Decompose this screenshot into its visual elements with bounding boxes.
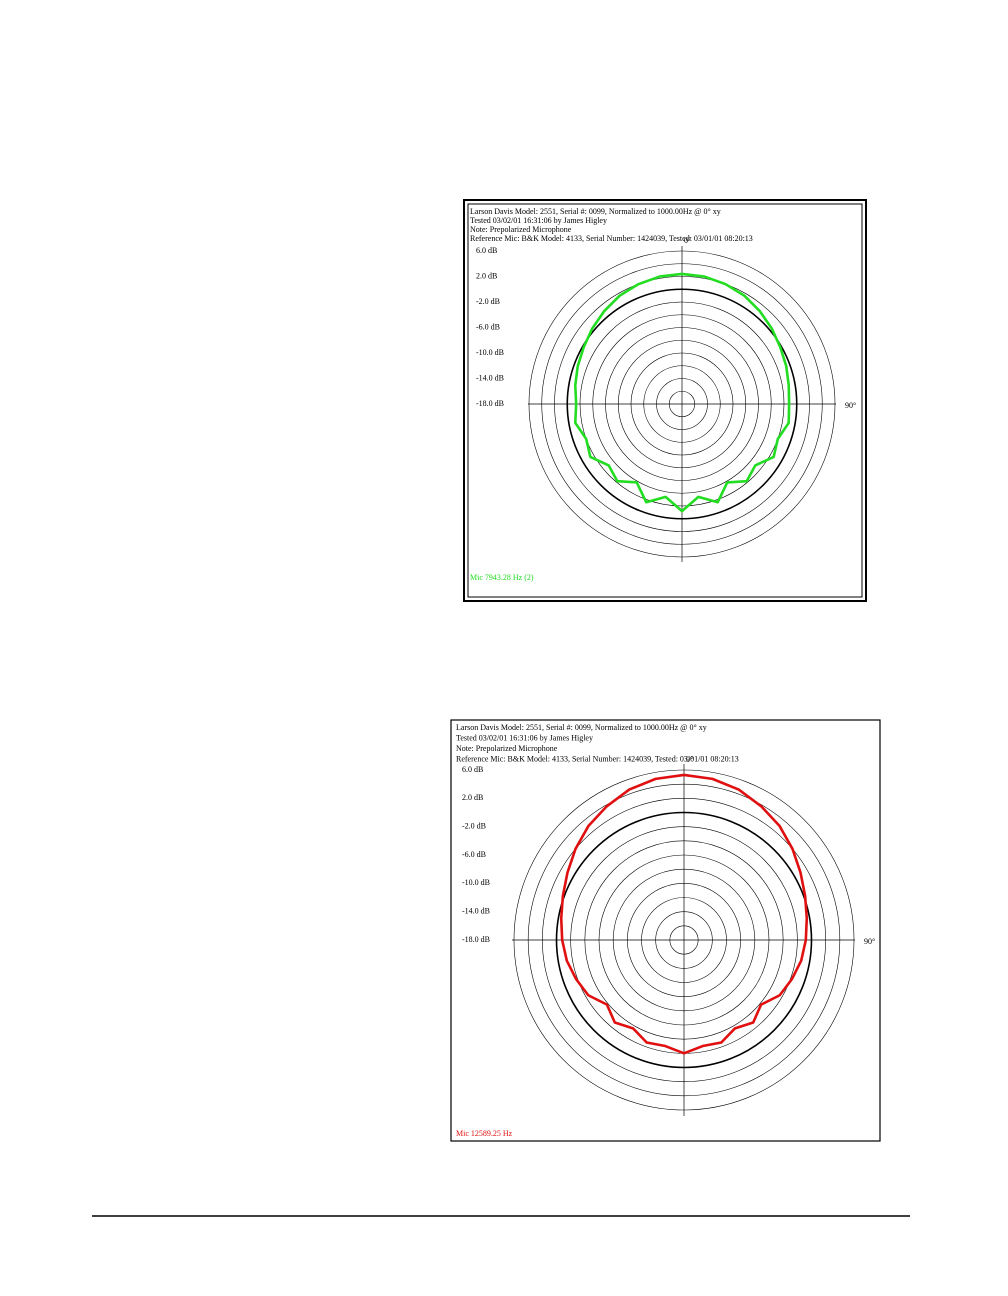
header-line: Note: Prepolarized Microphone (470, 225, 572, 234)
r-tick-label: -6.0 dB (476, 322, 500, 331)
r-tick-label: -2.0 dB (462, 821, 486, 830)
legend-label: Mic 7943.28 Hz (2) (470, 573, 534, 582)
r-tick-label: -18.0 dB (462, 935, 490, 944)
angle-label: 0° (686, 755, 693, 764)
series-line (559, 773, 809, 1055)
header-line: Tested 03/02/01 16:31:06 by James Higley (470, 216, 607, 225)
header-line: Tested 03/02/01 16:31:06 by James Higley (456, 733, 593, 742)
r-tick-label: -10.0 dB (476, 348, 504, 357)
angle-label: 90° (845, 401, 856, 410)
chart-frame (450, 719, 881, 1142)
r-tick-label: -6.0 dB (462, 850, 486, 859)
r-tick-label: -14.0 dB (462, 906, 490, 915)
header-line: Larson Davis Model: 2551, Serial #: 0099… (456, 723, 707, 732)
r-tick-label: -14.0 dB (476, 373, 504, 382)
r-tick-label: -2.0 dB (476, 297, 500, 306)
header-line: Reference Mic: B&K Model: 4133, Serial N… (470, 234, 753, 243)
r-tick-label: -18.0 dB (476, 399, 504, 408)
angle-label: 0° (684, 236, 691, 245)
series-line (573, 272, 791, 513)
r-tick-label: 6.0 dB (476, 246, 497, 255)
header-line: Reference Mic: B&K Model: 4133, Serial N… (456, 754, 739, 763)
header-line: Larson Davis Model: 2551, Serial #: 0099… (470, 207, 721, 216)
header-line: Note: Prepolarized Microphone (456, 744, 558, 753)
chart-frame-inner (467, 203, 863, 598)
chart-frame (463, 199, 867, 602)
r-tick-label: -10.0 dB (462, 878, 490, 887)
legend-label: Mic 12589.25 Hz (456, 1129, 513, 1138)
r-tick-label: 2.0 dB (462, 793, 483, 802)
r-tick-label: 6.0 dB (462, 765, 483, 774)
angle-label: 90° (864, 937, 875, 946)
r-tick-label: 2.0 dB (476, 271, 497, 280)
